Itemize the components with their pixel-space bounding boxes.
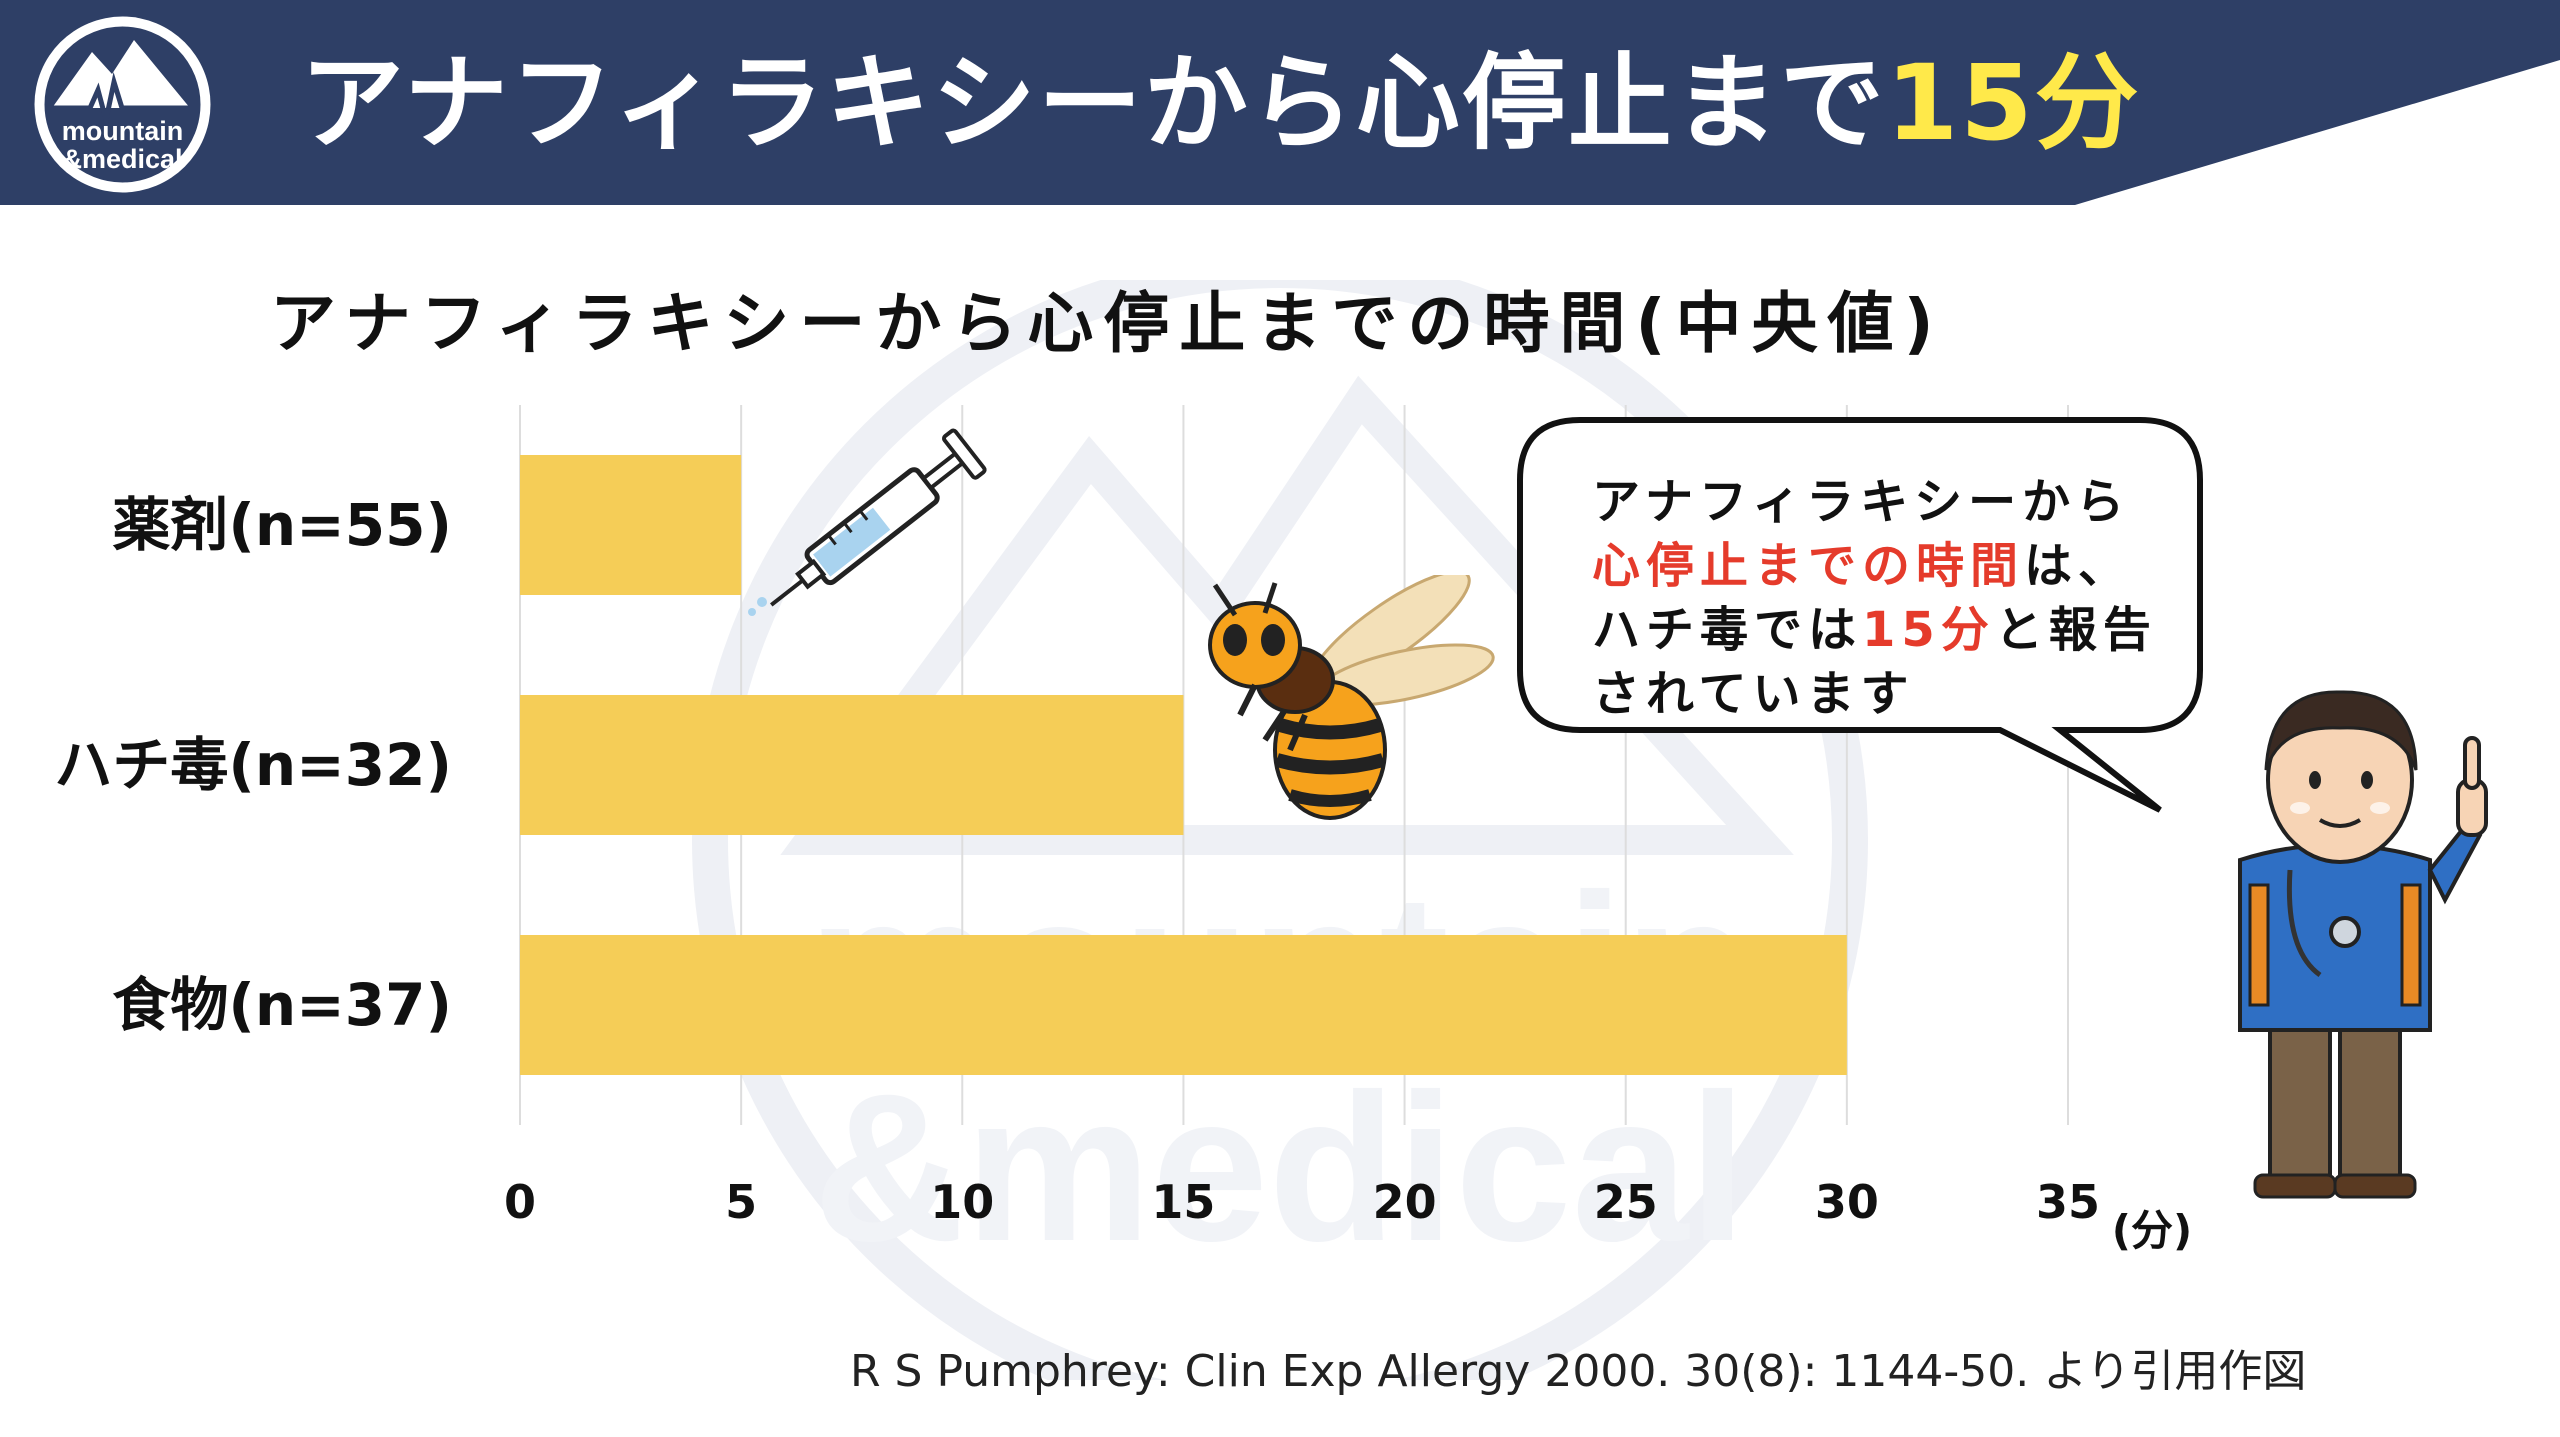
bubble-line-3: ハチ毒では15分と報告 xyxy=(1592,598,2192,662)
citation-text: R S Pumphrey: Clin Exp Allergy 2000. 30(… xyxy=(850,1346,2307,1397)
x-unit-label: (分) xyxy=(2112,1206,2192,1255)
bar xyxy=(520,935,1847,1075)
doctor-character-illustration xyxy=(2238,690,2488,1199)
x-tick-label: 0 xyxy=(504,1175,536,1229)
bubble-line-4: されています xyxy=(1592,666,1915,722)
x-tick-label: 30 xyxy=(1815,1175,1879,1229)
x-tick-label: 15 xyxy=(1151,1175,1215,1229)
x-tick-label: 10 xyxy=(930,1175,994,1229)
header-banner: mountain &medical アナフィラキシーから心停止まで15分 xyxy=(0,0,2560,205)
syringe-illustration xyxy=(748,428,987,616)
bubble-line-2-red: 心停止までの時間 xyxy=(1592,538,2025,594)
header-background xyxy=(0,0,2560,205)
page-title-highlight: 15分 xyxy=(1885,42,2141,164)
x-tick-label: 20 xyxy=(1373,1175,1437,1229)
x-tick-label: 25 xyxy=(1594,1175,1658,1229)
bar xyxy=(520,695,1184,835)
svg-text:&medical: &medical xyxy=(62,144,182,174)
speech-bubble xyxy=(1517,417,2203,813)
x-tick-label: 35 xyxy=(2036,1175,2100,1229)
bubble-line-3-pre: ハチ毒では xyxy=(1592,602,1863,658)
category-label: 薬剤(n=55) xyxy=(112,491,452,559)
chart-title: アナフィラキシーから心停止までの時間(中央値) xyxy=(270,285,1944,362)
bubble-line-1: アナフィラキシーから xyxy=(1592,474,2131,530)
bar xyxy=(520,455,742,595)
page-title: アナフィラキシーから心停止まで15分 xyxy=(300,28,2141,178)
category-label: ハチ毒(n=32) xyxy=(54,731,452,799)
category-label: 食物(n=37) xyxy=(112,971,452,1039)
bubble-line-3-post: と報告 xyxy=(1994,602,2157,658)
x-tick-label: 5 xyxy=(725,1175,757,1229)
bubble-line-2-rest: は、 xyxy=(2024,538,2133,594)
page-title-main: アナフィラキシーから心停止まで xyxy=(300,42,1886,164)
bubble-line-3-highlight: 15分 xyxy=(1862,602,1995,658)
speech-bubble-text: アナフィラキシーから 心停止までの時間は、 ハチ毒では15分と報告 されています xyxy=(1592,470,2192,726)
svg-text:&medical: &medical xyxy=(813,1050,1747,1285)
bubble-line-2: 心停止までの時間は、 xyxy=(1592,534,2192,598)
bee-illustration xyxy=(1208,575,1495,820)
mountain-medical-logo: mountain &medical xyxy=(30,12,215,197)
svg-text:mountain: mountain xyxy=(62,116,184,146)
